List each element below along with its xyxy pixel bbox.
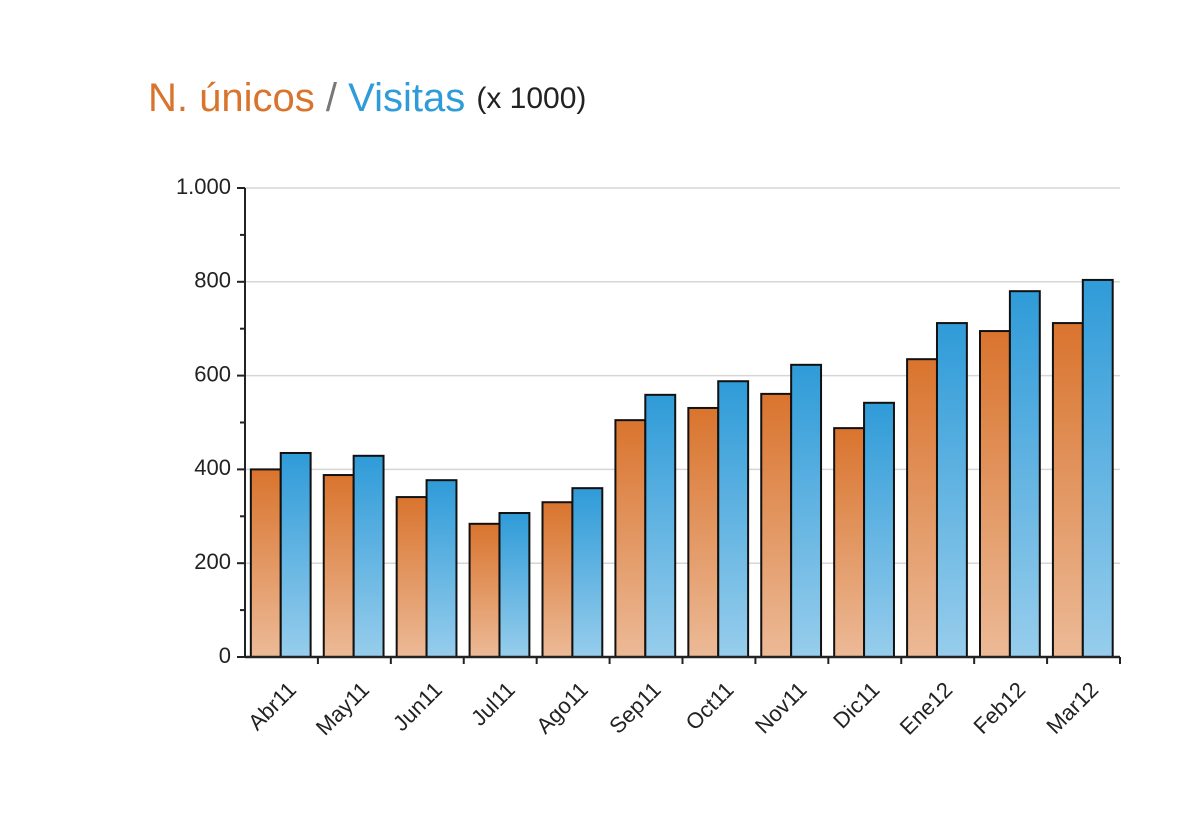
x-tick-label: Jun11 (388, 677, 447, 736)
legend-entry: N. únicos (148, 76, 315, 120)
title-separator: / (326, 76, 338, 120)
bar (1081, 278, 1114, 658)
bar (1051, 322, 1084, 658)
x-tick-label: Dic11 (828, 677, 884, 733)
x-tick-label: Nov11 (750, 677, 811, 738)
bar (1008, 290, 1041, 658)
bar (760, 392, 793, 658)
bar (863, 401, 895, 658)
bar (644, 393, 677, 658)
y-tick-label: 0 (219, 643, 231, 668)
bar (790, 363, 823, 658)
y-tick-label: 400 (194, 455, 231, 480)
bar (468, 522, 501, 659)
bar (906, 358, 938, 658)
bar (979, 330, 1011, 658)
x-tick-label: Ago11 (531, 677, 593, 739)
bar (498, 512, 531, 659)
x-tick-label: Abr11 (243, 677, 301, 735)
legend-entry: Visitas (348, 76, 465, 120)
bar (395, 496, 428, 659)
y-tick-label: 800 (194, 268, 231, 293)
bar (279, 451, 312, 658)
bar (833, 427, 866, 658)
bar (717, 380, 750, 658)
bar (687, 406, 720, 658)
bar (935, 322, 968, 658)
x-tick-label: Oct11 (681, 677, 739, 735)
bar (425, 479, 458, 659)
x-tick-label: Jul11 (466, 677, 520, 731)
x-tick-label: Mar12 (1041, 677, 1103, 739)
bar (352, 454, 385, 659)
y-tick-label: 200 (194, 549, 231, 574)
y-tick-label: 600 (194, 361, 231, 386)
x-tick-label: Sep11 (604, 677, 666, 739)
bar (249, 468, 282, 658)
x-tick-label: Feb12 (968, 677, 1030, 739)
bar (571, 487, 604, 658)
x-tick-label: May11 (311, 677, 374, 740)
x-tick-label: Ene12 (895, 677, 958, 740)
bar (322, 474, 355, 659)
bar (614, 419, 647, 658)
unit-note: (x 1000) (476, 82, 586, 115)
chart-title: N. únicos / Visitas (x 1000) (148, 76, 586, 120)
y-tick-label: 1.000 (176, 174, 231, 199)
bar (541, 501, 574, 659)
